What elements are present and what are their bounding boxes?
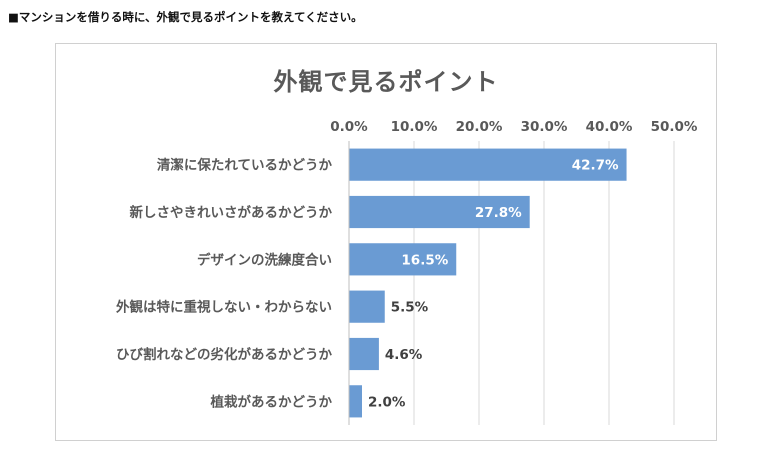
x-tick-label: 10.0% [391, 119, 438, 135]
category-label: 清潔に保たれているかどうか [157, 157, 333, 174]
category-label: 新しさやきれいさがあるかどうか [130, 204, 333, 221]
data-label: 16.5% [401, 252, 448, 268]
bar [349, 385, 362, 418]
data-label: 27.8% [475, 205, 522, 221]
x-tick-label: 50.0% [651, 119, 698, 135]
category-label: デザインの洗練度合い [197, 251, 332, 268]
category-label: ひび割れなどの劣化があるかどうか [116, 346, 332, 363]
data-label: 5.5% [391, 300, 429, 316]
bar [349, 195, 530, 229]
chart-title: 外観で見るポイント [273, 68, 499, 96]
category-label: 植栽があるかどうか [210, 393, 333, 410]
survey-question: ■マンションを借りる時に、外観で見るポイントを教えてください。 [8, 10, 363, 24]
data-label: 4.6% [385, 347, 423, 363]
bar [349, 290, 385, 323]
data-label: 42.7% [572, 158, 619, 174]
bar [349, 243, 457, 276]
bar-chart: 0.0% 10.0% 20.0% 30.0% 40.0% 50.0% 清潔に保たれているかど… [116, 119, 698, 425]
bar [349, 148, 627, 181]
x-tick-label: 30.0% [521, 119, 568, 135]
x-tick-label: 20.0% [456, 119, 503, 135]
category-label: 外観は特に重視しない・わからない [116, 299, 332, 316]
x-tick-label: 0.0% [330, 119, 368, 135]
bar [349, 337, 379, 371]
data-label: 2.0% [368, 394, 406, 410]
chart-container: 外観で見るポイント 0.0% 10.0% 20.0% 30.0% 40.0% 50.0% 清… [55, 43, 717, 441]
x-tick-label: 40.0% [586, 119, 633, 135]
